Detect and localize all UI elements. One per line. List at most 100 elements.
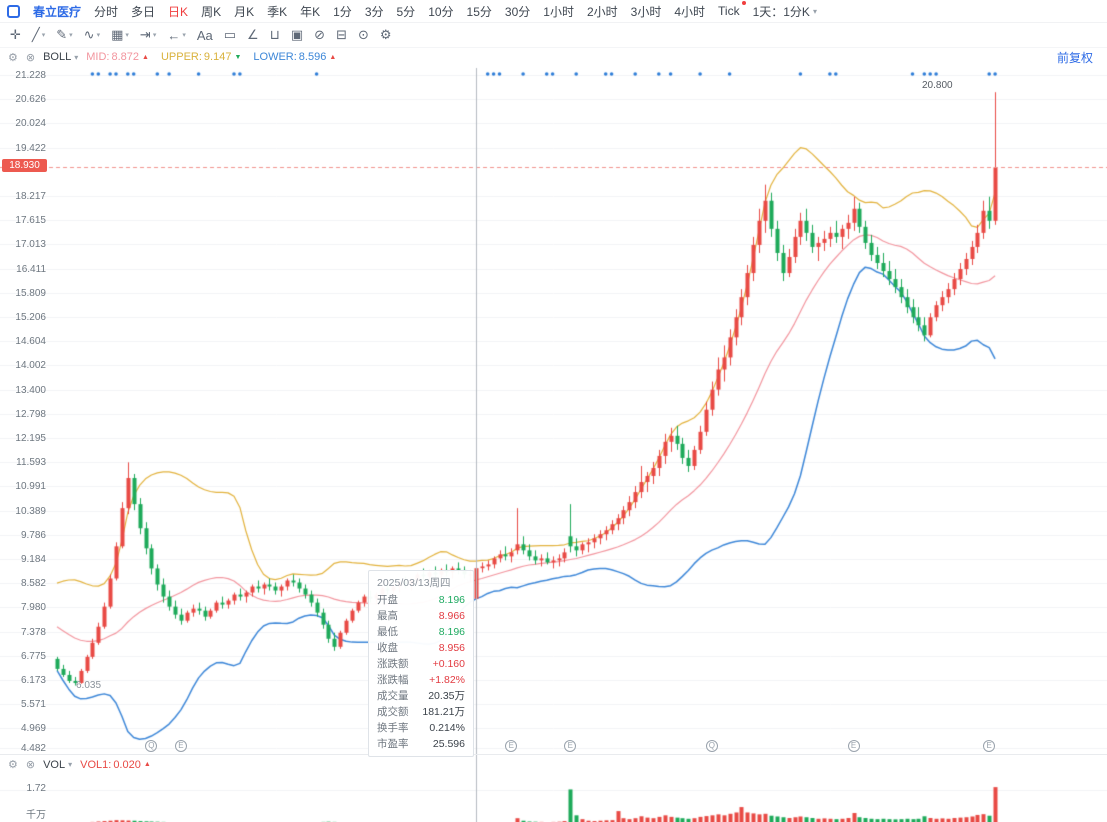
period-low-label: 6.035 bbox=[76, 680, 102, 691]
measure-tool[interactable]: ⇥ ▾ bbox=[140, 27, 156, 43]
indicator-settings-gear-icon[interactable]: ⚙ bbox=[8, 51, 18, 64]
volume-close-icon[interactable]: ⊗ bbox=[25, 759, 36, 771]
period-tab-1min[interactable]: 1分 bbox=[333, 4, 352, 19]
vol1-value: 0.020 bbox=[113, 758, 141, 771]
period-tab-month-k[interactable]: 月K bbox=[234, 4, 255, 19]
stock-symbol[interactable]: 春立医疗 bbox=[33, 4, 82, 19]
text-tool-icon: Aa bbox=[196, 27, 213, 43]
fibonacci-tool[interactable]: ▦ ▾ bbox=[111, 27, 129, 43]
arrow-mark-tool[interactable]: ← ▾ bbox=[167, 28, 186, 43]
brush-tool[interactable]: ✎ ▾ bbox=[56, 27, 72, 43]
angle-tool-icon: ∠ bbox=[247, 27, 259, 42]
volume-axis-unit: 千万 bbox=[26, 810, 46, 821]
text-tool[interactable]: Aa bbox=[197, 28, 213, 43]
chevron-down-icon: ▾ bbox=[152, 32, 157, 39]
wave-tool-icon: ∿ bbox=[83, 27, 95, 42]
vol1-label: VOL1: bbox=[80, 758, 112, 771]
period-tab-multi-day[interactable]: 多日 bbox=[131, 4, 156, 19]
tooltip-row: 市盈率 25.596 bbox=[377, 738, 465, 750]
crosshair-tool[interactable]: ✛ bbox=[10, 27, 21, 43]
period-tab-year-k[interactable]: 年K bbox=[300, 4, 321, 19]
period-tab-3min[interactable]: 3分 bbox=[364, 4, 384, 19]
tooltip-row: 最高 8.966 bbox=[377, 610, 465, 622]
down-triangle-icon: ▼ bbox=[234, 53, 242, 61]
compare-tool[interactable]: ⊙ bbox=[358, 27, 369, 43]
arrow-mark-tool-icon: ← bbox=[167, 27, 181, 43]
period-tab-tick[interactable]: Tick bbox=[718, 1, 746, 18]
measure-tool-icon: ⇥ bbox=[139, 27, 151, 42]
chevron-down-icon: ▾ bbox=[125, 32, 129, 39]
tooltip-rows: 开盘 8.196 最高 8.966 最低 8.196 收盘 8.956 涨跌额 +0.160 涨跌幅… bbox=[377, 592, 465, 752]
magnet-tool-icon: ⊔ bbox=[269, 27, 280, 42]
period-tab-week-k[interactable]: 周K bbox=[201, 4, 222, 19]
wave-tool[interactable]: ∿ ▾ bbox=[84, 27, 100, 43]
period-tab-bar: 春立医疗 分时 多日 日K 周K 月K 季K 年K 1分 3分 5分 10分 15分 30分 1小时 2小时… bbox=[0, 0, 1107, 23]
period-tab-4hour[interactable]: 4小时 bbox=[674, 4, 706, 19]
up-triangle-icon: ▲ bbox=[329, 53, 337, 61]
comment-tool[interactable]: ▭ bbox=[224, 27, 236, 43]
tooltip-row: 涨跌幅 +1.82% bbox=[377, 674, 465, 686]
period-tab-custom-period[interactable]: 1天：1分K ▾ bbox=[752, 4, 817, 19]
drawing-settings-tool[interactable]: ⚙ bbox=[380, 27, 392, 43]
indicator-close-icon[interactable]: ⊗ bbox=[25, 51, 36, 64]
up-triangle-icon: ▲ bbox=[142, 53, 149, 61]
period-tab-day-k[interactable]: 日K bbox=[168, 4, 189, 19]
notification-dot bbox=[741, 1, 746, 5]
chevron-down-icon: ▾ bbox=[812, 6, 817, 16]
trendline-tool[interactable]: ╱ ▾ bbox=[32, 27, 45, 43]
screenshot-tool[interactable]: ▣ bbox=[291, 27, 303, 43]
crosshair-tool-icon: ✛ bbox=[10, 27, 21, 42]
indicator-name: BOLL bbox=[43, 51, 72, 63]
remove-drawings-tool[interactable]: ⊟ bbox=[336, 27, 347, 43]
indicator-selector[interactable]: BOLL ▾ bbox=[43, 51, 78, 63]
boll-field: UPPER: 9.147 ▼ bbox=[160, 51, 242, 63]
indicator-bar: ⚙ ⊗ BOLL ▾ MID: 8.872 ▲ UPPER: 9.147 ▼ LOWER… bbox=[0, 48, 1107, 66]
volume-indicator-name: VOL bbox=[43, 758, 66, 771]
period-tabs: 分时 多日 日K 周K 月K 季K 年K 1分 3分 5分 10分 15分 30分 1小时 2小时 3小时 4小… bbox=[94, 1, 817, 20]
period-tab-time[interactable]: 分时 bbox=[94, 4, 119, 19]
tooltip-row: 涨跌额 +0.160 bbox=[377, 658, 465, 670]
tooltip-row: 成交量 20.35万 bbox=[377, 690, 465, 702]
vol1-arrow-icon: ▲ bbox=[143, 761, 151, 768]
volume-value: VOL1: 0.020 ▲ bbox=[80, 759, 151, 771]
drawing-settings-tool-icon: ⚙ bbox=[379, 27, 392, 42]
period-tab-15min[interactable]: 15分 bbox=[466, 4, 492, 19]
fibonacci-tool-icon: ▦ bbox=[111, 27, 124, 42]
volume-settings-gear-icon[interactable]: ⚙ bbox=[8, 759, 18, 771]
angle-tool[interactable]: ∠ bbox=[247, 27, 259, 43]
chevron-down-icon: ▾ bbox=[182, 32, 186, 39]
tooltip-row: 最低 8.196 bbox=[377, 626, 465, 638]
tooltip-row: 换手率 0.214% bbox=[377, 722, 465, 734]
period-tab-3hour[interactable]: 3小时 bbox=[630, 4, 662, 19]
boll-field: LOWER: 8.596 ▲ bbox=[253, 51, 337, 63]
window-layout-icon[interactable] bbox=[7, 4, 20, 18]
period-tab-1hour[interactable]: 1小时 bbox=[543, 4, 574, 19]
hide-drawings-tool-icon: ⊘ bbox=[314, 27, 326, 42]
chevron-down-icon: ▾ bbox=[68, 760, 73, 769]
pane-divider bbox=[0, 754, 1107, 755]
tooltip-row: 开盘 8.196 bbox=[377, 594, 465, 606]
indicator-values: MID: 8.872 ▲ UPPER: 9.147 ▼ LOWER: 8.596 ▲ bbox=[86, 51, 336, 63]
hide-drawings-tool[interactable]: ⊘ bbox=[314, 27, 325, 43]
brush-tool-icon: ✎ bbox=[56, 27, 68, 42]
boll-field: MID: 8.872 ▲ bbox=[86, 51, 149, 63]
chevron-down-icon: ▾ bbox=[74, 52, 79, 62]
compare-tool-icon: ⊙ bbox=[357, 27, 369, 42]
period-tab-10min[interactable]: 10分 bbox=[428, 4, 454, 19]
chevron-down-icon: ▾ bbox=[96, 32, 101, 39]
tooltip-row: 成交额 181.21万 bbox=[377, 706, 465, 718]
chevron-down-icon: ▾ bbox=[41, 32, 46, 39]
tooltip-date: 2025/03/13周四 bbox=[377, 577, 451, 589]
period-tab-quarter-k[interactable]: 季K bbox=[267, 4, 288, 19]
volume-indicator-selector[interactable]: VOL ▾ bbox=[43, 759, 72, 771]
period-tab-5min[interactable]: 5分 bbox=[396, 4, 416, 19]
period-high-label: 20.800 bbox=[922, 80, 953, 91]
last-price-tag: 18.930 bbox=[2, 159, 47, 173]
volume-axis-label: 1.72 bbox=[26, 783, 46, 794]
period-tab-2hour[interactable]: 2小时 bbox=[586, 4, 618, 19]
period-tab-30min[interactable]: 30分 bbox=[504, 4, 531, 19]
trendline-tool-icon: ╱ bbox=[31, 27, 40, 42]
magnet-tool[interactable]: ⊔ bbox=[270, 27, 280, 43]
adjust-mode-link[interactable]: 前复权 bbox=[1056, 50, 1093, 65]
